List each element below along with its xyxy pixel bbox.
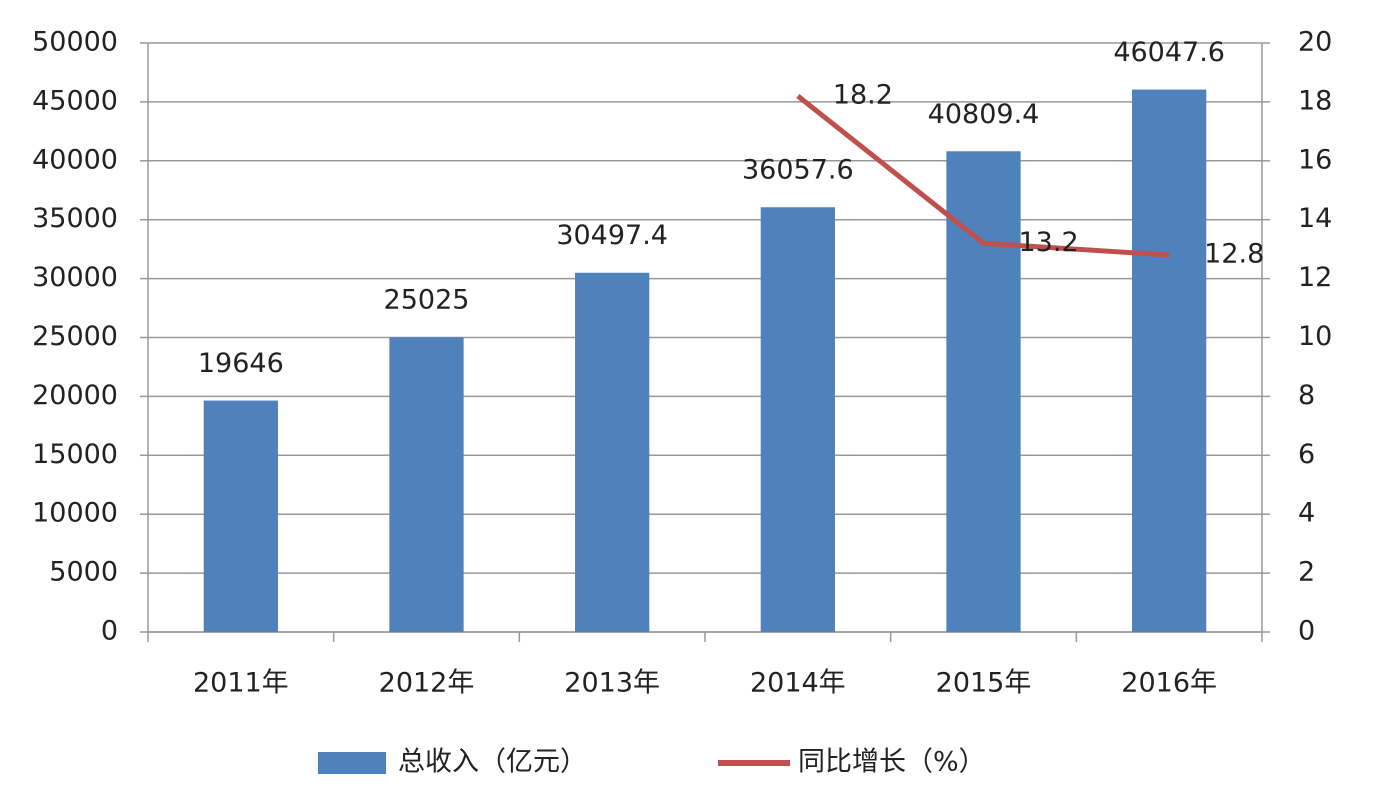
x-tick-label: 2012年 <box>379 668 475 699</box>
y-tick-label: 35000 <box>32 203 118 234</box>
x-tick-label: 2016年 <box>1121 668 1217 699</box>
y2-tick-label: 18 <box>1298 85 1332 116</box>
x-tick-label: 2011年 <box>193 668 289 699</box>
y2-tick-label: 0 <box>1298 616 1315 647</box>
data-label: 19646 <box>198 348 284 379</box>
y2-tick-label: 2 <box>1298 557 1315 588</box>
data-label: 18.2 <box>833 80 893 111</box>
bar <box>760 207 835 633</box>
y2-tick-label: 10 <box>1298 321 1332 352</box>
y-tick-label: 15000 <box>32 439 118 470</box>
y2-tick-label: 4 <box>1298 498 1315 529</box>
x-tick-label: 2015年 <box>936 668 1032 699</box>
legend-label: 总收入（亿元） <box>398 747 587 778</box>
y2-tick-label: 14 <box>1298 203 1332 234</box>
bar <box>203 400 278 632</box>
bar <box>1132 89 1207 633</box>
legend-label: 同比增长（%） <box>798 747 986 778</box>
y2-tick-label: 20 <box>1298 27 1332 58</box>
data-label: 30497.4 <box>556 220 668 251</box>
y-tick-label: 30000 <box>32 262 118 293</box>
y2-tick-label: 8 <box>1298 380 1315 411</box>
x-tick-label: 2013年 <box>564 668 660 699</box>
y-tick-label: 0 <box>101 616 118 647</box>
y-tick-label: 45000 <box>32 85 118 116</box>
line <box>796 94 1170 258</box>
y-tick-label: 10000 <box>32 498 118 529</box>
legend-swatch <box>318 752 386 774</box>
y-tick-label: 20000 <box>32 380 118 411</box>
bar <box>575 272 650 632</box>
data-label: 12.8 <box>1204 239 1264 270</box>
y-tick-label: 50000 <box>32 27 118 58</box>
y2-tick-label: 12 <box>1298 262 1332 293</box>
data-label: 36057.6 <box>742 155 854 186</box>
data-label: 46047.6 <box>1113 37 1225 68</box>
y2-tick-label: 16 <box>1298 144 1332 175</box>
bar <box>946 151 1021 633</box>
data-label: 40809.4 <box>928 99 1040 130</box>
y-tick-label: 40000 <box>32 144 118 175</box>
data-label: 13.2 <box>1019 227 1079 258</box>
bar <box>389 337 464 632</box>
y-tick-label: 5000 <box>49 557 118 588</box>
x-tick-label: 2014年 <box>750 668 846 699</box>
y-tick-label: 25000 <box>32 321 118 352</box>
data-label: 25025 <box>384 285 470 316</box>
y2-tick-label: 6 <box>1298 439 1315 470</box>
